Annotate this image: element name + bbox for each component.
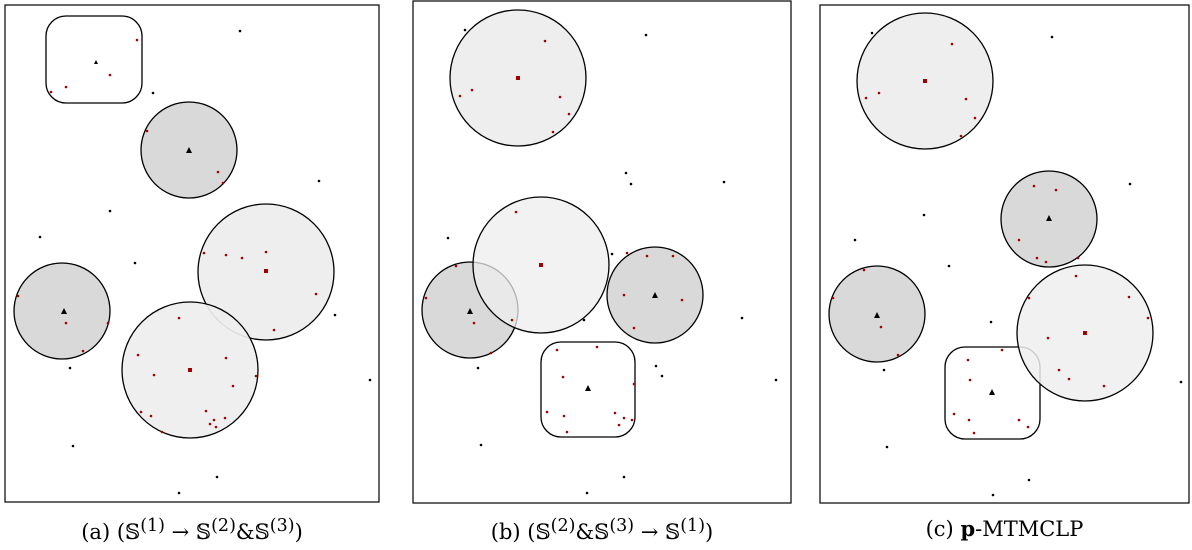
- triangle-icon: [1046, 215, 1052, 221]
- square-icon: [539, 263, 543, 267]
- caption-c: (c) p-MTMCLP: [819, 516, 1190, 541]
- caption-label: (b): [490, 520, 521, 544]
- caption-expression: (𝕊(2)&𝕊(3) → 𝕊(1)): [527, 516, 714, 544]
- triangle-icon: [94, 60, 98, 64]
- triangle-icon: [989, 389, 995, 395]
- triangle-icon: [652, 292, 658, 298]
- square-icon: [1083, 331, 1087, 335]
- triangle-icon: [585, 385, 591, 391]
- coverage-circle-dark: [13, 262, 111, 360]
- triangle-icon: [61, 308, 67, 314]
- caption-a: (a) (𝕊(1) → 𝕊(2)&𝕊(3)): [4, 516, 380, 544]
- caption-b: (b) (𝕊(2)&𝕊(3) → 𝕊(1)): [412, 516, 792, 544]
- frame: [412, 0, 792, 504]
- diagram-c: [819, 4, 1190, 504]
- diagram-a: [4, 4, 380, 503]
- triangle-icon: [186, 147, 192, 153]
- square-icon: [516, 76, 520, 80]
- uncovered-points: [446, 28, 778, 495]
- covered-points: [16, 38, 318, 434]
- panel-c: (c) p-MTMCLP: [819, 0, 1190, 541]
- uncovered-points: [38, 29, 372, 495]
- covered-points: [424, 39, 684, 434]
- triangle-icon: [874, 312, 880, 318]
- square-icon: [264, 269, 268, 273]
- triangle-icon: [467, 308, 473, 314]
- panel-a: (a) (𝕊(1) → 𝕊(2)&𝕊(3)): [4, 0, 380, 544]
- panel-b: (b) (𝕊(2)&𝕊(3) → 𝕊(1)): [412, 0, 792, 544]
- caption-expression: (𝕊(1) → 𝕊(2)&𝕊(3)): [116, 516, 303, 544]
- caption-label: (a): [81, 520, 111, 544]
- square-icon: [923, 79, 927, 83]
- diagram-b: [412, 0, 792, 504]
- caption-rest: -MTMCLP: [975, 517, 1084, 541]
- uncovered-points: [853, 31, 1183, 497]
- covered-points: [831, 42, 1150, 435]
- coverage-squircle: [45, 15, 143, 104]
- frame: [819, 4, 1190, 504]
- caption-label: (c): [925, 517, 954, 541]
- square-icon: [188, 368, 192, 372]
- frame: [4, 4, 380, 503]
- caption-bold: p: [960, 516, 976, 541]
